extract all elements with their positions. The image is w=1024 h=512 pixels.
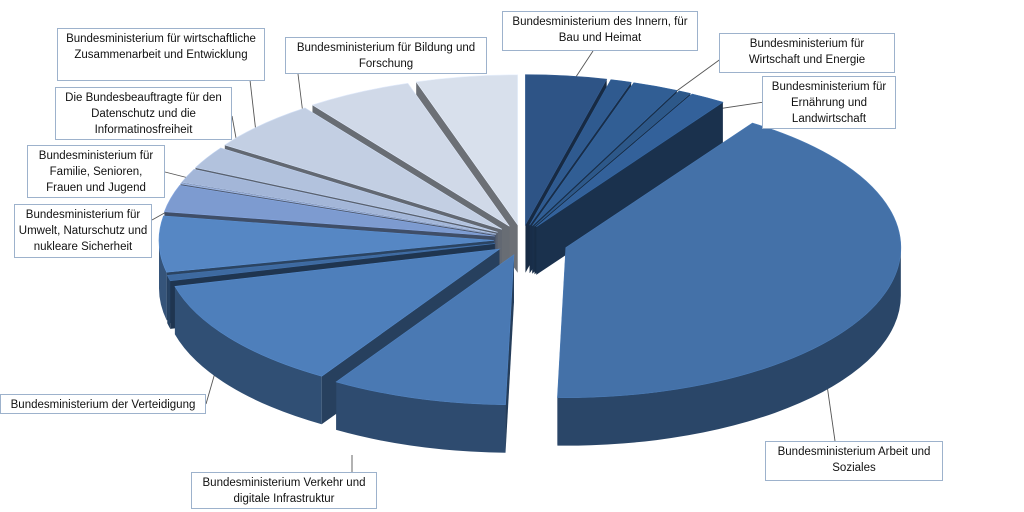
pie-slice-6 [557,122,902,446]
pie-slice-5-top [536,93,724,228]
pie-slice-2-top [529,79,632,226]
callout-arbeit: Bundesministerium Arbeit und Soziales [765,441,943,481]
pie-slice-15-top [224,107,503,230]
pie-slice-9-side-1 [167,275,171,329]
pie-slice-17-top [415,74,519,226]
pie-slice-3-top [532,82,678,226]
callout-innern: Bundesministerium des Innern, für Bau un… [502,11,698,51]
pie-slice-16-top [311,82,510,227]
pie-slice-12-top [179,182,496,236]
pie-slice-7-side-1 [336,381,506,453]
callout-datenschutz: Die Bundesbeauftragte für den Datenschut… [55,87,232,140]
pie-slice-10-side-1 [159,240,167,321]
callout-umwelt: Bundesministerium für Umwelt, Naturschut… [14,204,152,258]
pie-slice-7 [335,254,515,453]
pie-slice-6-side-1 [557,247,901,446]
pie-slice-13-top [181,168,497,235]
pie-slice-10-top [158,215,495,273]
pie-slice-1-top [525,74,608,226]
pie-slice-5 [536,93,724,275]
callout-verkehr: Bundesministerium Verkehr und digitale I… [191,472,377,509]
pie-slice-7-top [335,254,515,406]
pie-slice-8-side-1 [174,286,322,425]
callout-verteidigung: Bundesministerium der Verteidigung [0,394,206,414]
pie-slices [158,74,902,453]
pie-slice-14-top [194,147,498,233]
pie-slice-9-top [166,243,495,282]
callout-wirtschaft: Bundesministerium für Wirtschaft und Ene… [719,33,895,73]
pie-slice-6-top [557,122,902,398]
pie-slice-11-top [163,184,495,237]
pie-slice-5-wall-2 [536,102,723,275]
pie-slice-8-top [174,248,501,377]
callout-bildung: Bundesministerium für Bildung und Forsch… [285,37,487,74]
pie-slice-4-top [534,90,692,227]
callout-ernaehrung: Bundesministerium für Ernährung und Land… [762,76,896,129]
callout-familie: Bundesministerium für Familie, Senioren,… [27,145,165,198]
callout-zusammenarbeit: Bundesministerium für wirtschaftliche Zu… [57,28,265,81]
